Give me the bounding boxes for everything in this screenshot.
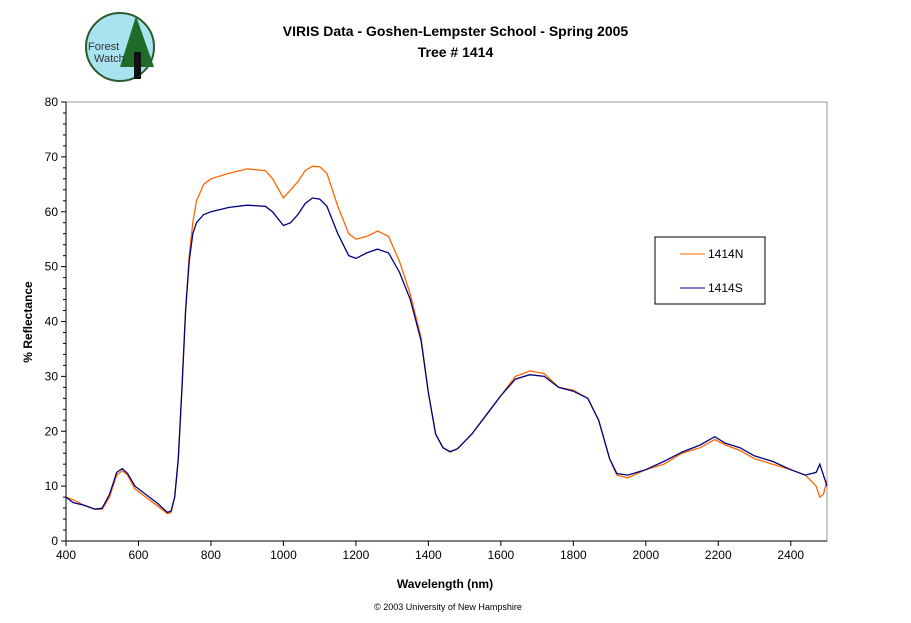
y-tick-label: 60 <box>45 205 59 219</box>
y-tick-label: 70 <box>45 150 59 164</box>
logo: Forest Watch <box>84 12 156 82</box>
x-tick-label: 800 <box>201 548 221 562</box>
x-tick-label: 600 <box>128 548 148 562</box>
y-tick-label: 0 <box>51 534 58 548</box>
legend-label-1414S: 1414S <box>708 281 743 295</box>
footer-copyright: © 2003 University of New Hampshire <box>374 602 522 612</box>
legend-label-1414N: 1414N <box>708 247 743 261</box>
x-tick-label: 1400 <box>415 548 442 562</box>
x-tick-label: 2200 <box>705 548 732 562</box>
y-tick-label: 10 <box>45 479 59 493</box>
svg-text:Forest: Forest <box>88 41 119 53</box>
chart-subtitle: Tree # 1414 <box>417 44 494 60</box>
plot-area <box>65 101 828 542</box>
y-tick-label: 40 <box>45 315 59 329</box>
x-tick-label: 2400 <box>777 548 804 562</box>
y-tick-label: 80 <box>45 95 59 109</box>
svg-text:Watch: Watch <box>94 53 125 65</box>
y-tick-label: 20 <box>45 424 59 438</box>
x-tick-label: 1200 <box>343 548 370 562</box>
forest-watch-logo-icon: Forest Watch <box>85 12 155 82</box>
x-tick-label: 1800 <box>560 548 587 562</box>
y-axis-label: % Reflectance <box>21 281 35 363</box>
series-line-1414S <box>65 197 828 514</box>
series-line-1414N <box>65 165 828 515</box>
y-tick-label: 50 <box>45 260 59 274</box>
y-tick-label: 30 <box>45 369 59 383</box>
x-axis-label: Wavelength (nm) <box>397 577 493 591</box>
x-tick-label: 1600 <box>488 548 515 562</box>
legend: 1414N 1414S <box>654 236 766 305</box>
x-tick-label: 1000 <box>270 548 297 562</box>
x-tick-label: 2000 <box>632 548 659 562</box>
x-tick-label: 400 <box>56 548 76 562</box>
chart-title: VIRIS Data - Goshen-Lempster School - Sp… <box>282 23 629 39</box>
